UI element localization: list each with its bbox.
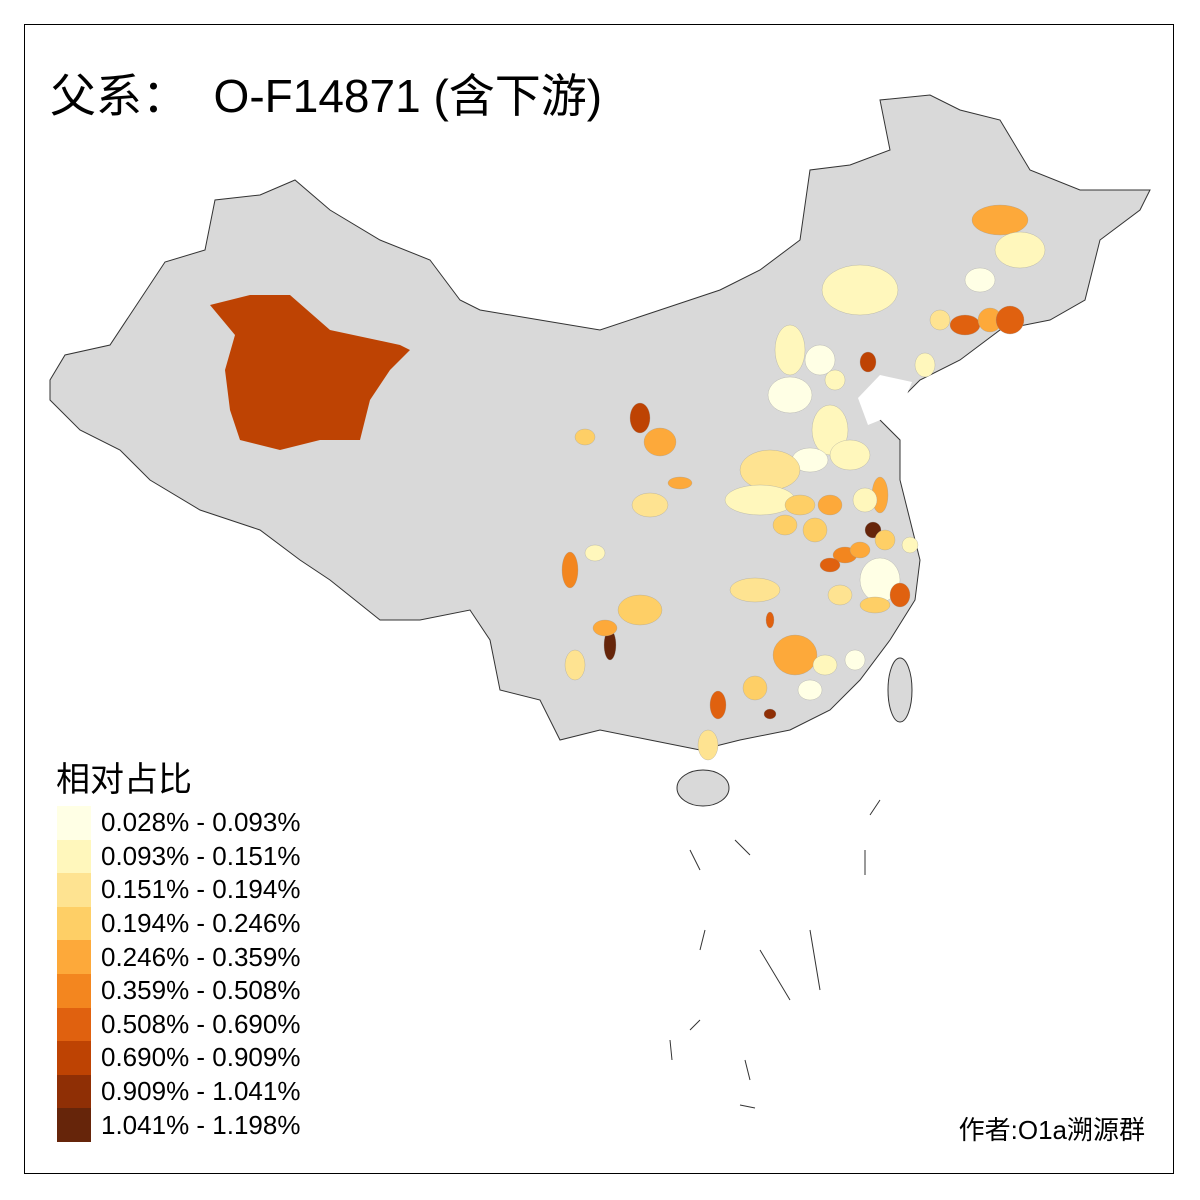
region: [824, 369, 846, 391]
region: [739, 449, 801, 491]
region: [901, 536, 919, 554]
legend-item: 0.194% - 0.246%: [57, 906, 301, 941]
legend-item: 0.909% - 1.041%: [57, 1074, 301, 1109]
map-frame: [24, 24, 1174, 1174]
region: [742, 675, 768, 701]
region: [949, 314, 981, 336]
legend-label: 0.508% - 0.690%: [101, 1008, 301, 1039]
legend-item: 0.359% - 0.508%: [57, 973, 301, 1008]
bohai-sea: [858, 375, 912, 425]
region: [859, 351, 877, 373]
region: [964, 267, 996, 293]
legend-label: 0.151% - 0.194%: [101, 874, 301, 905]
region: [929, 309, 951, 331]
region: [631, 492, 669, 518]
region: [210, 295, 410, 450]
legend-item: 0.151% - 0.194%: [57, 873, 300, 907]
region: [914, 352, 936, 378]
legend-swatch: [57, 906, 91, 941]
legend-item: 1.041% - 1.198%: [57, 1108, 300, 1142]
legend-item: 0.028% - 0.093%: [57, 806, 300, 840]
region: [574, 428, 596, 446]
legend-swatch: [57, 1108, 91, 1142]
legend-label: 1.041% - 1.198%: [101, 1109, 301, 1140]
region: [617, 594, 663, 626]
region: [729, 577, 781, 603]
region: [629, 402, 651, 434]
legend-label: 0.246% - 0.359%: [101, 941, 301, 972]
region: [564, 649, 586, 681]
legend-item: 0.508% - 0.690%: [57, 1007, 301, 1042]
region: [852, 487, 878, 513]
region: [844, 649, 866, 671]
legend-swatch: [57, 1074, 91, 1109]
region: [827, 584, 853, 606]
region: [829, 439, 871, 471]
region: [772, 514, 798, 536]
legend-swatch: [57, 806, 91, 840]
legend-label: 0.093% - 0.151%: [101, 840, 301, 871]
map-title: 父系： O-F14871 (含下游): [50, 70, 603, 122]
legend-swatch: [57, 940, 91, 974]
legend-swatch: [57, 1007, 91, 1042]
legend-label: 0.909% - 1.041%: [101, 1076, 301, 1107]
region: [797, 679, 823, 701]
legend-item: 0.246% - 0.359%: [57, 940, 300, 974]
legend-label: 0.194% - 0.246%: [101, 908, 301, 939]
region: [819, 557, 841, 573]
legend-item: 0.093% - 0.151%: [57, 839, 301, 874]
legend-title: 相对占比: [56, 760, 192, 800]
region: [995, 305, 1025, 335]
region: [767, 376, 813, 414]
legend-label: 0.690% - 0.909%: [101, 1042, 301, 1073]
region: [802, 517, 828, 543]
legend: 0.028% - 0.093% 0.093% - 0.151% 0.151% - 0…: [57, 806, 300, 1142]
legend-label: 0.028% - 0.093%: [101, 807, 301, 838]
region: [971, 204, 1029, 236]
region-layer: [210, 204, 1046, 761]
region: [763, 708, 777, 720]
south-china-sea-islands: [669, 799, 881, 1109]
legend-swatch: [57, 839, 91, 874]
region: [697, 729, 719, 761]
region: [667, 476, 693, 490]
region: [849, 541, 871, 559]
legend-swatch: [57, 873, 91, 907]
region: [874, 529, 896, 551]
hainan-island: [676, 769, 730, 807]
region: [765, 611, 775, 629]
region: [592, 619, 618, 637]
region: [821, 264, 899, 316]
region: [994, 231, 1046, 269]
region: [774, 324, 806, 376]
taiwan-island: [887, 657, 913, 723]
legend-label: 0.359% - 0.508%: [101, 975, 301, 1006]
region: [812, 654, 838, 676]
region: [784, 494, 816, 516]
region: [772, 634, 818, 676]
region: [889, 582, 911, 608]
author-credit: 作者:O1a溯源群: [958, 1115, 1145, 1145]
legend-item: 0.690% - 0.909%: [57, 1041, 300, 1075]
region: [561, 551, 579, 589]
region: [709, 690, 727, 720]
china-outline: [49, 94, 1151, 751]
region: [643, 427, 677, 457]
legend-swatch: [57, 1041, 91, 1075]
region: [584, 544, 606, 562]
region: [804, 344, 836, 376]
region: [859, 596, 891, 614]
region: [724, 484, 796, 516]
region: [817, 494, 843, 516]
legend-swatch: [57, 973, 91, 1008]
